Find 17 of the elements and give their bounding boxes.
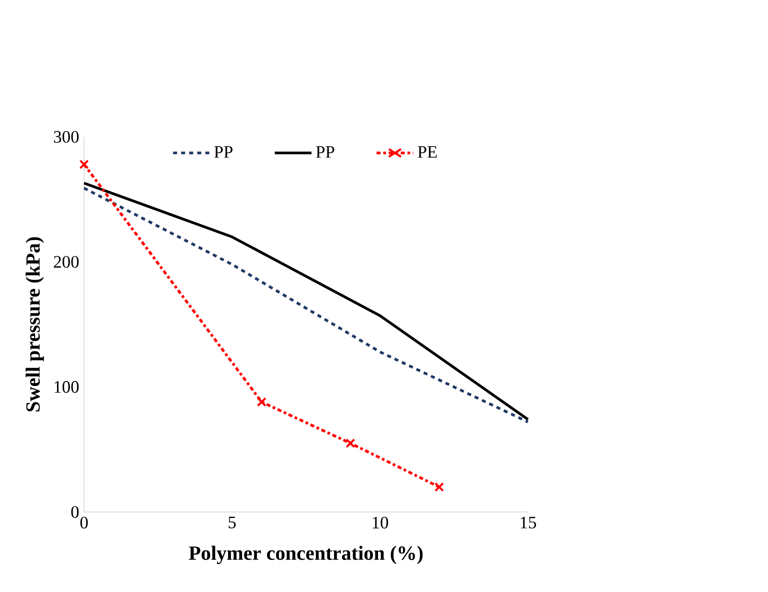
y-tick-label: 300 — [54, 130, 79, 143]
y-tick-label: 0 — [71, 506, 79, 518]
point — [79, 159, 89, 170]
legend-label: PP — [214, 146, 232, 158]
point — [346, 438, 356, 448]
x-tick-label: 15 — [520, 516, 536, 528]
y-axis-title: Swell pressure (kPa) — [26, 237, 44, 412]
point — [256, 397, 266, 407]
x-tick-label: 10 — [372, 516, 388, 528]
legend-label: PP — [316, 146, 334, 158]
x-axis-title: Polymer concentration (%) — [188, 546, 423, 564]
point — [434, 482, 444, 492]
x-tick-label: 5 — [228, 516, 236, 528]
legend-label: PE — [418, 146, 437, 158]
y-tick-label: 100 — [54, 380, 79, 393]
y-tick-label: 200 — [54, 256, 79, 268]
x-tick-label: 0 — [80, 516, 88, 528]
